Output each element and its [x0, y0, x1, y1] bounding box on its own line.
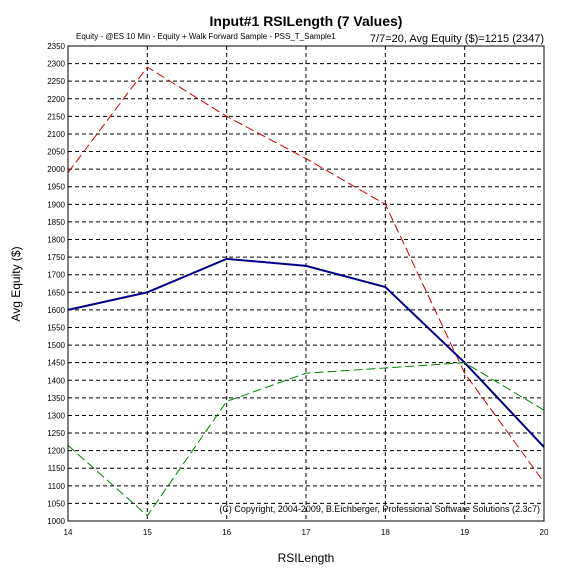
y-axis-ticks: 1000 1050 1100 1150 1200 1250 1300 1350 1400 1450… — [47, 42, 65, 526]
y-tick-label: 1800 — [47, 236, 65, 245]
y-tick-label: 2150 — [47, 112, 65, 121]
y-tick-label: 1750 — [47, 253, 65, 262]
y-tick-label: 1150 — [48, 464, 66, 473]
x-tick-label: 14 — [64, 528, 73, 537]
y-tick-label: 2050 — [47, 148, 65, 157]
y-tick-label: 2250 — [47, 77, 65, 86]
y-tick-label: 1450 — [47, 359, 65, 368]
grid — [68, 46, 544, 521]
series-line-3 — [67, 362, 545, 517]
series-line-1 — [67, 66, 545, 483]
x-tick-label: 15 — [143, 528, 152, 537]
chart-title: Input#1 RSILength (7 Values) — [210, 13, 403, 29]
y-tick-label: 1300 — [47, 411, 65, 420]
y-tick-label: 2000 — [47, 165, 65, 174]
x-tick-label: 18 — [381, 528, 390, 537]
y-tick-label: 1000 — [47, 517, 65, 526]
x-axis-label: RSILength — [278, 551, 335, 565]
y-tick-label: 1600 — [47, 306, 65, 315]
y-axis-label: Avg Equity ($) — [9, 246, 23, 321]
y-tick-label: 1200 — [47, 447, 65, 456]
y-tick-label: 1950 — [47, 183, 65, 192]
y-tick-label: 1700 — [47, 271, 65, 280]
y-tick-label: 1850 — [47, 218, 65, 227]
copyright-note: (C) Copyright, 2004-2009, B.Eichberger, … — [219, 504, 540, 514]
y-tick-label: 1100 — [48, 482, 66, 491]
y-tick-label: 1550 — [47, 323, 65, 332]
y-tick-label: 1050 — [47, 499, 65, 508]
y-tick-label: 2300 — [47, 60, 65, 69]
y-tick-label: 1250 — [47, 429, 65, 438]
series-layer — [67, 66, 545, 517]
x-axis-ticks: 14 15 16 17 18 19 20 — [64, 528, 549, 537]
plot-frame — [67, 45, 545, 522]
x-tick-label: 19 — [460, 528, 469, 537]
x-tick-label: 17 — [302, 528, 311, 537]
y-tick-label: 2200 — [47, 95, 65, 104]
y-tick-label: 1350 — [47, 394, 65, 403]
x-tick-label: 16 — [222, 528, 231, 537]
y-tick-label: 2350 — [47, 42, 65, 51]
y-tick-label: 1500 — [47, 341, 65, 350]
chart-info: 7/7=20, Avg Equity ($)=1215 (2347) — [370, 33, 544, 45]
y-tick-label: 1900 — [47, 200, 65, 209]
y-tick-label: 2100 — [47, 130, 65, 139]
y-tick-label: 1400 — [47, 376, 65, 385]
x-tick-label: 20 — [540, 528, 549, 537]
y-tick-label: 1650 — [47, 288, 65, 297]
chart-subtitle: Equity - @ES 10 Min - Equity + Walk Forw… — [76, 32, 336, 41]
